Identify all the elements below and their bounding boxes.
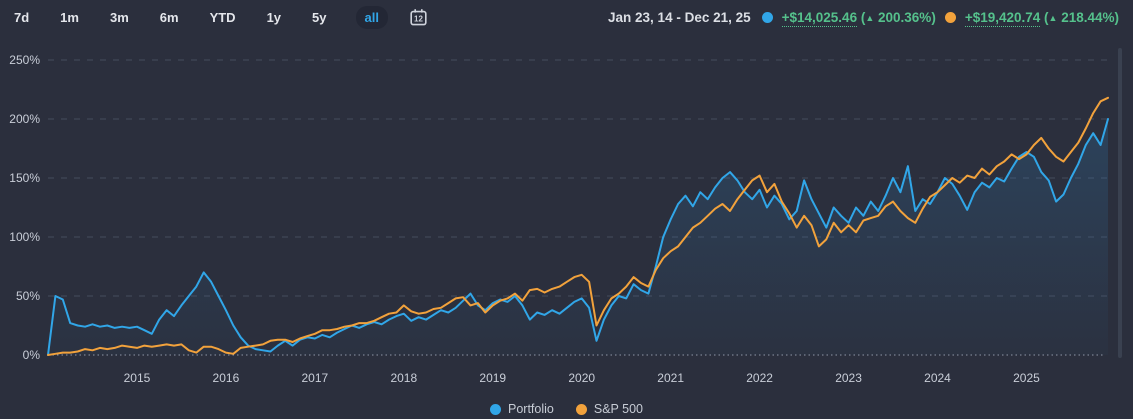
- x-axis-label: 2020: [568, 371, 595, 385]
- portfolio-gain-amount[interactable]: +$14,025.46: [781, 9, 858, 27]
- y-axis-label: 200%: [9, 112, 40, 126]
- sp500-gain-amount[interactable]: +$19,420.74: [964, 9, 1041, 27]
- portfolio-gain-percent: 200.36%: [878, 9, 932, 25]
- x-axis-label: 2016: [213, 371, 240, 385]
- x-axis-label: 2015: [124, 371, 151, 385]
- sp500-dot-icon: [575, 403, 587, 415]
- portfolio-area-fill: [48, 119, 1108, 355]
- chart-header: 7d 1m 3m 6m YTD 1y 5y all 12 Jan 23, 14 …: [0, 0, 1133, 34]
- portfolio-dot-icon: [490, 403, 501, 415]
- sp500-gain-percent: 218.44%: [1061, 9, 1115, 25]
- range-button-5y[interactable]: 5y: [310, 7, 328, 28]
- sp500-dot-icon: [944, 11, 956, 23]
- range-button-ytd[interactable]: YTD: [208, 7, 238, 28]
- legend-item-sp500[interactable]: S&P 500: [575, 402, 643, 416]
- sp500-line: [47, 96, 1109, 356]
- time-range-toolbar: 7d 1m 3m 6m YTD 1y 5y all 12: [12, 5, 428, 29]
- range-button-6m[interactable]: 6m: [158, 7, 181, 28]
- up-triangle-icon: ▲: [865, 12, 875, 23]
- svg-text:12: 12: [414, 14, 423, 23]
- y-axis-label: 250%: [9, 53, 40, 67]
- y-axis-label: 100%: [9, 230, 40, 244]
- sp500-gain: +$19,420.74 (▲ 218.44%): [964, 9, 1119, 27]
- range-button-7d[interactable]: 7d: [12, 7, 31, 28]
- y-axis-label: 150%: [9, 171, 40, 185]
- x-axis-label: 2019: [479, 371, 506, 385]
- chart-legend: Portfolio S&P 500: [0, 402, 1133, 416]
- portfolio-dot-icon: [761, 11, 773, 23]
- range-button-1y[interactable]: 1y: [265, 7, 283, 28]
- x-axis-label: 2025: [1013, 371, 1040, 385]
- y-axis-label: 0%: [23, 348, 41, 362]
- legend-label-sp500: S&P 500: [593, 402, 643, 416]
- custom-date-range-button[interactable]: 12: [409, 8, 428, 27]
- x-axis-label: 2017: [302, 371, 329, 385]
- x-axis-label: 2023: [835, 371, 862, 385]
- range-button-3m[interactable]: 3m: [108, 7, 131, 28]
- legend-label-portfolio: Portfolio: [508, 402, 554, 416]
- y-axis-label: 50%: [16, 289, 40, 303]
- performance-summary: Jan 23, 14 - Dec 21, 25 +$14,025.46 (▲ 2…: [608, 9, 1119, 27]
- portfolio-gain: +$14,025.46 (▲ 200.36%): [781, 9, 936, 27]
- legend-item-portfolio[interactable]: Portfolio: [490, 402, 554, 416]
- x-axis-label: 2022: [746, 371, 773, 385]
- scrollbar-thumb: [1118, 48, 1122, 358]
- x-axis-label: 2024: [924, 371, 951, 385]
- up-triangle-icon: ▲: [1048, 12, 1058, 23]
- range-button-all[interactable]: all: [355, 5, 388, 29]
- calendar-icon: 12: [410, 8, 427, 25]
- date-range-label: Jan 23, 14 - Dec 21, 25: [608, 9, 751, 25]
- range-button-1m[interactable]: 1m: [58, 7, 81, 28]
- x-axis-label: 2021: [657, 371, 684, 385]
- x-axis-label: 2018: [390, 371, 417, 385]
- portfolio-line: [47, 118, 1109, 356]
